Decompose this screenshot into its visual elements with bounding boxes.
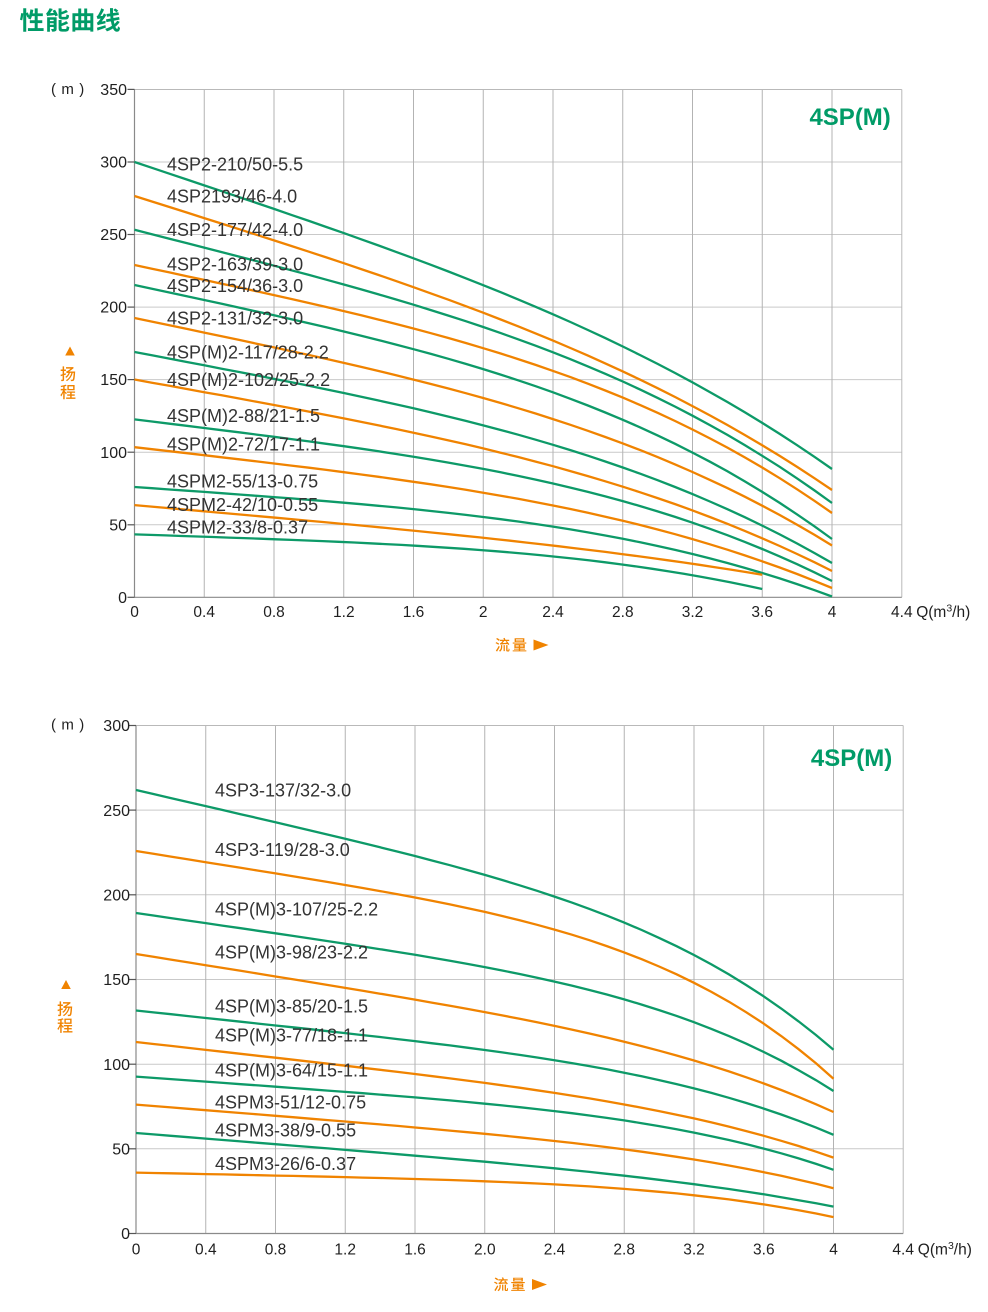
svg-text:1.2: 1.2 [334,1242,356,1259]
svg-text:0: 0 [121,1226,130,1243]
svg-text:0.4: 0.4 [195,1242,217,1259]
svg-text:4SP(M)3-64/15-1.1: 4SP(M)3-64/15-1.1 [215,1060,368,1080]
svg-text:4SP2-210/50-5.5: 4SP2-210/50-5.5 [167,154,303,174]
svg-text:100: 100 [103,1057,130,1074]
svg-text:1.6: 1.6 [404,1242,426,1259]
svg-text:4SP(M): 4SP(M) [811,745,892,772]
svg-text:4SPM2-42/10-0.55: 4SPM2-42/10-0.55 [167,495,318,515]
svg-text:1.6: 1.6 [403,604,425,621]
svg-text:100: 100 [100,445,127,462]
svg-text:4SP2-131/32-3.0: 4SP2-131/32-3.0 [167,308,303,328]
svg-text:4SPM2-33/8-0.37: 4SPM2-33/8-0.37 [167,517,308,537]
svg-text:4SPM3-38/9-0.55: 4SPM3-38/9-0.55 [215,1120,356,1140]
svg-text:4SP(M): 4SP(M) [809,104,890,131]
svg-text:4SP2-163/39-3.0: 4SP2-163/39-3.0 [167,254,303,274]
svg-text:0.8: 0.8 [265,1242,287,1259]
svg-text:0: 0 [118,590,127,607]
svg-text:50: 50 [112,1141,130,1158]
svg-text:4.4: 4.4 [891,604,913,621]
svg-text:( m ): ( m ) [51,717,85,734]
svg-text:50: 50 [109,517,127,534]
svg-text:250: 250 [103,803,130,820]
svg-text:350: 350 [100,82,127,99]
svg-text:2.0: 2.0 [474,1242,496,1259]
svg-text:0.8: 0.8 [263,604,285,621]
svg-text:4SP3-119/28-3.0: 4SP3-119/28-3.0 [215,840,350,860]
svg-text:4: 4 [829,1242,838,1259]
svg-text:3.2: 3.2 [683,1242,705,1259]
svg-text:0: 0 [132,1242,141,1259]
svg-text:250: 250 [100,227,127,244]
svg-text:1.2: 1.2 [333,604,355,621]
svg-text:2.8: 2.8 [613,1242,635,1259]
svg-text:4SP2-177/42-4.0: 4SP2-177/42-4.0 [167,220,303,240]
svg-text:3.6: 3.6 [751,604,773,621]
svg-text:2: 2 [479,604,488,621]
svg-text:300: 300 [103,718,130,735]
svg-text:300: 300 [100,155,127,172]
svg-text:4SP(M)2-117/28-2.2: 4SP(M)2-117/28-2.2 [167,342,329,362]
svg-text:2.4: 2.4 [544,1242,566,1259]
svg-text:4SPM3-26/6-0.37: 4SPM3-26/6-0.37 [215,1154,356,1174]
svg-text:4SP(M)2-72/17-1.1: 4SP(M)2-72/17-1.1 [167,434,320,454]
svg-text:0.4: 0.4 [193,604,215,621]
svg-text:2.8: 2.8 [612,604,634,621]
svg-text:4SP3-137/32-3.0: 4SP3-137/32-3.0 [215,780,351,800]
svg-text:Q(m3/h): Q(m3/h) [918,1240,972,1259]
svg-text:4SP2193/46-4.0: 4SP2193/46-4.0 [167,186,297,206]
svg-text:200: 200 [103,887,130,904]
svg-text:3.2: 3.2 [682,604,704,621]
svg-text:4SPM3-51/12-0.75: 4SPM3-51/12-0.75 [215,1092,366,1112]
svg-text:3.6: 3.6 [753,1242,775,1259]
svg-text:Q(m3/h): Q(m3/h) [916,603,970,622]
svg-text:4SP2-154/36-3.0: 4SP2-154/36-3.0 [167,276,303,296]
svg-text:4.4: 4.4 [892,1242,914,1259]
svg-text:150: 150 [100,372,127,389]
svg-text:4: 4 [828,604,837,621]
svg-text:4SP(M)3-107/25-2.2: 4SP(M)3-107/25-2.2 [215,899,378,919]
svg-text:( m ): ( m ) [51,81,85,98]
svg-text:4SP(M)3-98/23-2.2: 4SP(M)3-98/23-2.2 [215,942,368,962]
svg-text:150: 150 [103,972,130,989]
svg-text:4SP(M)2-102/25-2.2: 4SP(M)2-102/25-2.2 [167,370,330,390]
svg-text:200: 200 [100,300,127,317]
svg-text:0: 0 [130,604,139,621]
svg-text:4SP(M)3-85/20-1.5: 4SP(M)3-85/20-1.5 [215,996,368,1016]
svg-text:4SPM2-55/13-0.75: 4SPM2-55/13-0.75 [167,472,318,492]
svg-text:4SP(M)3-77/18-1.1: 4SP(M)3-77/18-1.1 [215,1025,368,1045]
svg-text:4SP(M)2-88/21-1.5: 4SP(M)2-88/21-1.5 [167,406,320,426]
svg-text:2.4: 2.4 [542,604,564,621]
